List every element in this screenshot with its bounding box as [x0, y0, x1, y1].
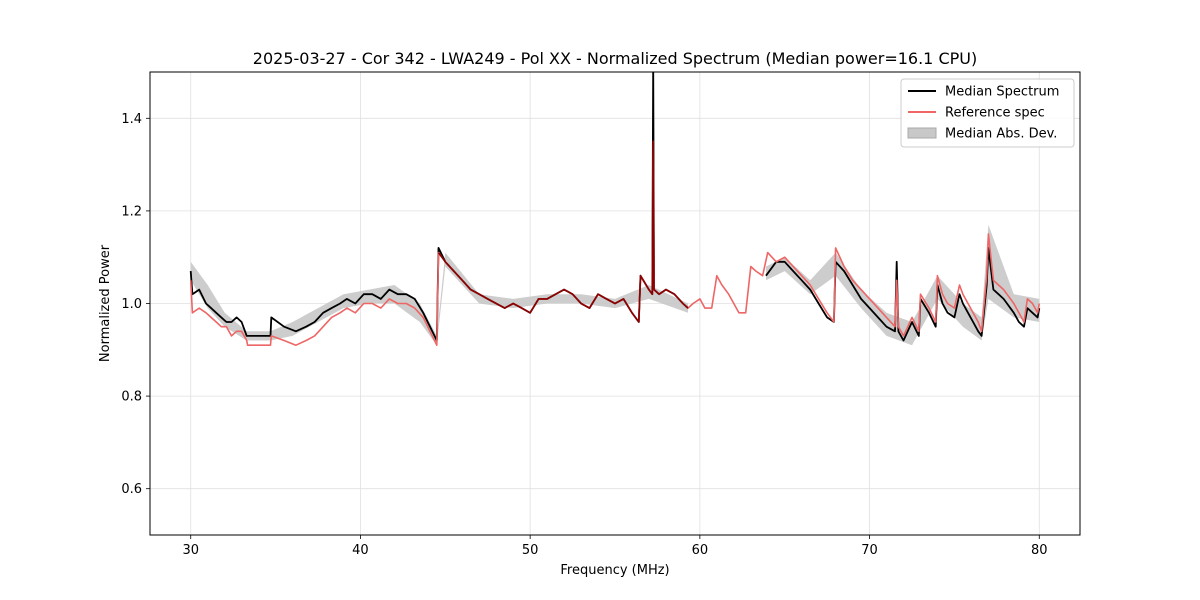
y-tick-label: 1.4 — [121, 112, 142, 127]
x-tick-label: 80 — [1031, 543, 1048, 558]
mad-band-segment — [766, 224, 1040, 346]
y-axis-label: Normalized Power — [98, 244, 113, 362]
x-tick-label: 30 — [182, 543, 199, 558]
x-tick-label: 60 — [692, 543, 709, 558]
legend: Median Spectrum Reference spec Median Abs.… — [900, 78, 1075, 148]
legend-swatch-patch — [907, 127, 937, 139]
y-tick-label: 0.6 — [121, 482, 142, 497]
y-tick-label: 1.0 — [121, 297, 142, 312]
legend-label: Median Spectrum — [945, 85, 1059, 100]
legend-box — [900, 78, 1075, 148]
x-tick-label: 40 — [352, 543, 369, 558]
x-tick-label: 50 — [522, 543, 539, 558]
axis-ticks: 30 40 50 60 70 80 0.6 0.8 1.0 1.2 1.4 — [121, 112, 1047, 558]
y-tick-label: 1.2 — [121, 204, 142, 219]
chart-title: 2025-03-27 - Cor 342 - LWA249 - Pol XX -… — [253, 49, 977, 68]
legend-label: Reference spec — [945, 106, 1045, 121]
series-layer — [189, 72, 1041, 346]
legend-label: Median Abs. Dev. — [945, 127, 1057, 142]
x-axis-label: Frequency (MHz) — [560, 563, 669, 578]
overlap-line — [437, 140, 689, 323]
y-tick-label: 0.8 — [121, 390, 142, 405]
x-tick-label: 70 — [861, 543, 878, 558]
